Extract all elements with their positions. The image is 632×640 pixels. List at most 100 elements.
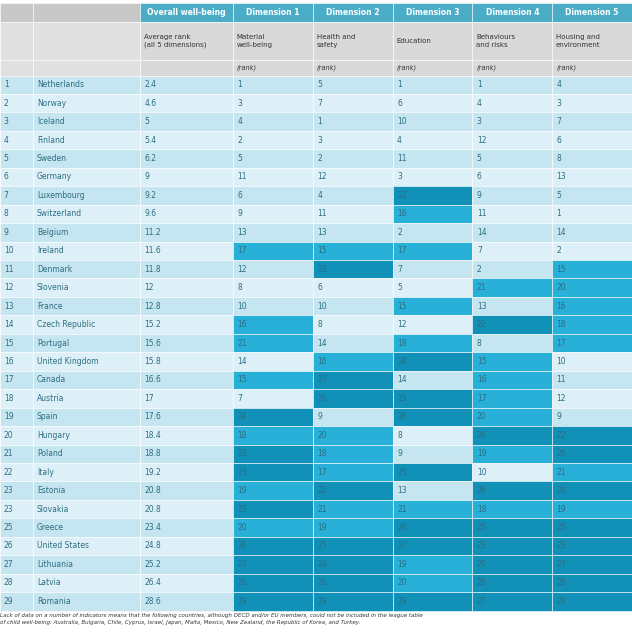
Text: 2: 2 — [557, 246, 561, 255]
Bar — [233, 260, 313, 278]
Text: Slovenia: Slovenia — [37, 283, 70, 292]
Bar — [472, 60, 552, 76]
Text: 11: 11 — [397, 154, 406, 163]
Text: 7: 7 — [477, 246, 482, 255]
Bar — [552, 22, 632, 60]
Bar — [0, 168, 33, 186]
Bar — [472, 76, 552, 94]
Bar — [392, 186, 472, 205]
Text: 6: 6 — [238, 191, 242, 200]
Text: 4.6: 4.6 — [144, 99, 156, 108]
Bar — [33, 223, 140, 241]
Bar — [33, 241, 140, 260]
Text: 5: 5 — [238, 154, 242, 163]
Bar — [392, 463, 472, 481]
Text: 1: 1 — [238, 80, 242, 89]
Text: 14: 14 — [238, 357, 247, 366]
Bar — [472, 113, 552, 131]
Bar — [233, 518, 313, 537]
Bar — [33, 537, 140, 556]
Bar — [552, 297, 632, 316]
Bar — [33, 186, 140, 205]
Bar — [33, 149, 140, 168]
Text: 7: 7 — [317, 99, 322, 108]
Bar — [552, 278, 632, 297]
Text: 11.2: 11.2 — [144, 228, 161, 237]
Text: Lack of data on a number of indicators means that the following countries, altho: Lack of data on a number of indicators m… — [0, 613, 423, 625]
Text: 6: 6 — [477, 173, 482, 182]
Text: Italy: Italy — [37, 468, 54, 477]
Bar — [233, 408, 313, 426]
Bar — [0, 60, 33, 76]
Bar — [313, 445, 392, 463]
Bar — [552, 500, 632, 518]
Bar — [33, 131, 140, 149]
Bar — [140, 592, 233, 611]
Bar — [392, 389, 472, 408]
Bar — [392, 60, 472, 76]
Bar — [472, 537, 552, 556]
Bar — [140, 223, 233, 241]
Text: Norway: Norway — [37, 99, 66, 108]
Bar — [552, 389, 632, 408]
Text: 9: 9 — [144, 173, 149, 182]
Bar — [0, 389, 33, 408]
Bar — [472, 278, 552, 297]
Text: 20: 20 — [317, 431, 327, 440]
Bar — [233, 223, 313, 241]
Text: 9: 9 — [238, 209, 242, 218]
Text: Greece: Greece — [37, 523, 64, 532]
Text: Denmark: Denmark — [37, 265, 72, 274]
Bar — [33, 168, 140, 186]
Text: 20: 20 — [397, 579, 406, 588]
Bar — [313, 297, 392, 316]
Text: 28: 28 — [397, 523, 406, 532]
Bar — [472, 131, 552, 149]
Bar — [0, 76, 33, 94]
Bar — [552, 426, 632, 445]
Bar — [33, 60, 140, 76]
Bar — [0, 500, 33, 518]
Text: Austria: Austria — [37, 394, 64, 403]
Text: 21: 21 — [477, 283, 487, 292]
Bar — [472, 260, 552, 278]
Bar — [552, 371, 632, 389]
Bar — [472, 205, 552, 223]
Bar — [233, 113, 313, 131]
Bar — [233, 463, 313, 481]
Text: 22: 22 — [557, 431, 566, 440]
Bar — [233, 131, 313, 149]
Text: Overall well-being: Overall well-being — [147, 8, 226, 17]
Bar — [392, 592, 472, 611]
Bar — [140, 426, 233, 445]
Text: 19: 19 — [397, 560, 406, 569]
Bar — [0, 205, 33, 223]
Text: 7: 7 — [557, 117, 561, 126]
Bar — [472, 149, 552, 168]
Bar — [0, 463, 33, 481]
Bar — [33, 22, 140, 60]
Text: 25: 25 — [4, 523, 13, 532]
Bar — [313, 22, 392, 60]
Bar — [472, 22, 552, 60]
Bar — [33, 352, 140, 371]
Bar — [140, 260, 233, 278]
Bar — [140, 573, 233, 592]
Text: 24: 24 — [317, 560, 327, 569]
Bar — [233, 556, 313, 573]
Text: 17: 17 — [4, 376, 13, 385]
Text: Estonia: Estonia — [37, 486, 65, 495]
Text: 10: 10 — [557, 357, 566, 366]
Bar — [392, 113, 472, 131]
Text: 2.4: 2.4 — [144, 80, 156, 89]
Bar — [392, 278, 472, 297]
Text: 23: 23 — [238, 468, 247, 477]
Text: 13: 13 — [4, 301, 13, 310]
Text: 14: 14 — [477, 228, 487, 237]
Text: 19: 19 — [4, 412, 13, 421]
Text: 1: 1 — [4, 80, 9, 89]
Bar — [552, 518, 632, 537]
Bar — [0, 481, 33, 500]
Text: France: France — [37, 301, 63, 310]
Text: 15: 15 — [238, 376, 247, 385]
